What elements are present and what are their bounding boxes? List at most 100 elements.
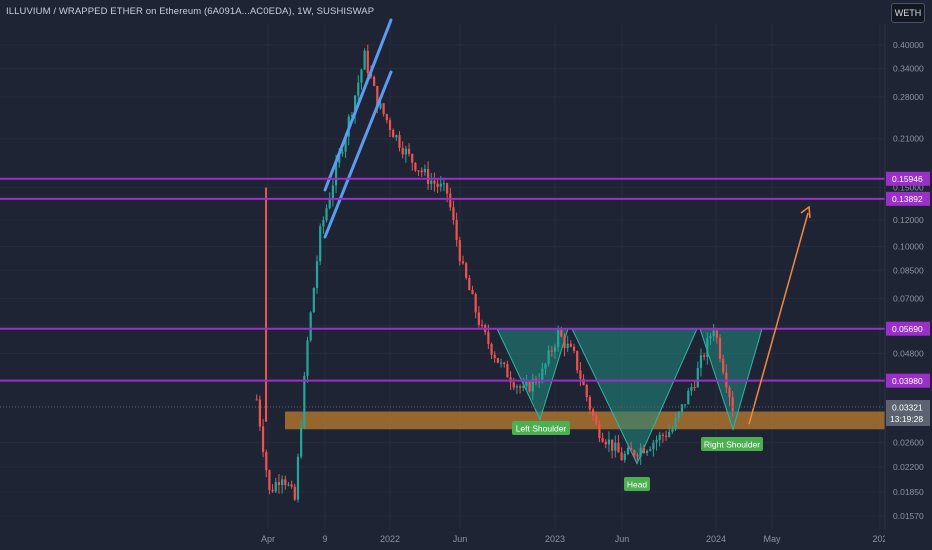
candle-body	[630, 447, 633, 451]
candle-body	[601, 438, 604, 442]
candle-body	[715, 330, 718, 339]
candle-body	[541, 368, 544, 381]
x-tick-label: 9	[322, 534, 327, 544]
right-shoulder-label-text: Right Shoulder	[704, 439, 760, 449]
candle-body	[255, 399, 258, 401]
candle-body	[315, 261, 319, 289]
current-price-label: 0.03321	[892, 402, 923, 412]
candle-body	[296, 456, 300, 500]
candle-body	[309, 312, 312, 341]
candle-body	[376, 85, 379, 109]
x-tick-label: Jun	[615, 534, 630, 544]
candle-body	[328, 198, 331, 209]
candle-body	[582, 378, 585, 385]
y-tick-label: 0.01570	[893, 511, 924, 521]
projection-arrow-head	[800, 205, 811, 219]
candle-body	[598, 424, 601, 439]
candles-group	[255, 44, 734, 503]
candle-body	[331, 185, 334, 199]
quote-currency-badge[interactable]: WETH	[891, 3, 925, 23]
x-tick-label: 202	[872, 534, 887, 544]
candle-body	[271, 489, 274, 492]
candle-body	[703, 355, 706, 357]
candle-body	[547, 350, 550, 364]
candle-body	[420, 170, 423, 173]
candle-body	[261, 426, 265, 453]
candle-body	[499, 362, 503, 364]
candle-body	[604, 441, 607, 445]
candle-body	[268, 470, 271, 490]
y-tick-label: 0.15000	[893, 183, 924, 193]
candle-body	[471, 290, 474, 295]
candle-body	[579, 370, 582, 379]
candle-body	[550, 350, 553, 352]
level-price-tag	[886, 321, 930, 336]
candle-body	[709, 336, 712, 339]
candle-body	[566, 343, 569, 349]
candle-body	[423, 168, 427, 173]
candle-body	[344, 136, 347, 152]
candle-body	[414, 162, 417, 171]
right-shoulder-label: Right Shoulder	[701, 437, 763, 451]
head-label: Head	[624, 477, 650, 491]
candle-body	[515, 386, 519, 388]
candle-body	[366, 50, 369, 73]
candle-body	[404, 148, 407, 155]
candle-body	[712, 330, 715, 337]
candle-body	[373, 76, 376, 86]
candle-body	[718, 338, 722, 360]
level-price-label: 0.15946	[892, 174, 923, 184]
candle-body	[442, 183, 446, 185]
right-shoulder-label-bg	[701, 437, 763, 451]
x-tick-label: Apr	[261, 534, 275, 544]
candle-body	[611, 439, 614, 451]
candle-body	[284, 479, 287, 485]
candle-body	[576, 350, 579, 371]
candle-body	[417, 170, 420, 172]
candle-body	[652, 442, 655, 450]
candle-body	[569, 343, 572, 347]
candle-body	[633, 450, 636, 456]
level-price-tag	[886, 373, 930, 388]
candle-body	[350, 115, 354, 117]
level-price-label: 0.13892	[892, 194, 923, 204]
candle-body	[661, 434, 664, 436]
y-tick-label: 0.07000	[893, 294, 924, 304]
candle-body	[306, 340, 309, 376]
candle-body	[588, 397, 592, 410]
y-tick-label: 0.02600	[893, 438, 924, 448]
candle-body	[693, 387, 696, 389]
candle-body	[325, 208, 328, 221]
candle-body	[557, 330, 560, 348]
price-axis-background	[885, 24, 932, 550]
candle-body	[572, 346, 576, 351]
candle-body	[699, 355, 703, 369]
candle-body	[522, 385, 525, 388]
candle-body	[461, 261, 465, 264]
candle-body	[531, 378, 534, 392]
candle-body	[312, 288, 315, 313]
candle-body	[680, 404, 684, 412]
candle-body	[395, 135, 398, 138]
level-price-tag	[886, 171, 930, 186]
candle-body	[496, 358, 499, 363]
candle-body	[560, 330, 563, 337]
candle-body	[290, 484, 293, 487]
candle-body	[563, 336, 566, 349]
left-shoulder-label-text: Left Shoulder	[516, 423, 567, 433]
candle-body	[319, 226, 322, 262]
candle-body	[458, 240, 461, 262]
candle-body	[636, 455, 639, 457]
candle-body	[706, 338, 709, 357]
candle-body	[385, 114, 388, 121]
candle-body	[480, 324, 484, 326]
candle-body	[607, 439, 611, 445]
candle-body	[671, 429, 674, 432]
candle-body	[474, 294, 477, 313]
candle-body	[446, 183, 449, 194]
head-triangle	[571, 328, 698, 465]
candle-body	[477, 312, 480, 325]
level-price-tag	[886, 191, 930, 206]
chart-title: ILLUVIUM / WRAPPED ETHER on Ethereum (6A…	[6, 6, 375, 17]
